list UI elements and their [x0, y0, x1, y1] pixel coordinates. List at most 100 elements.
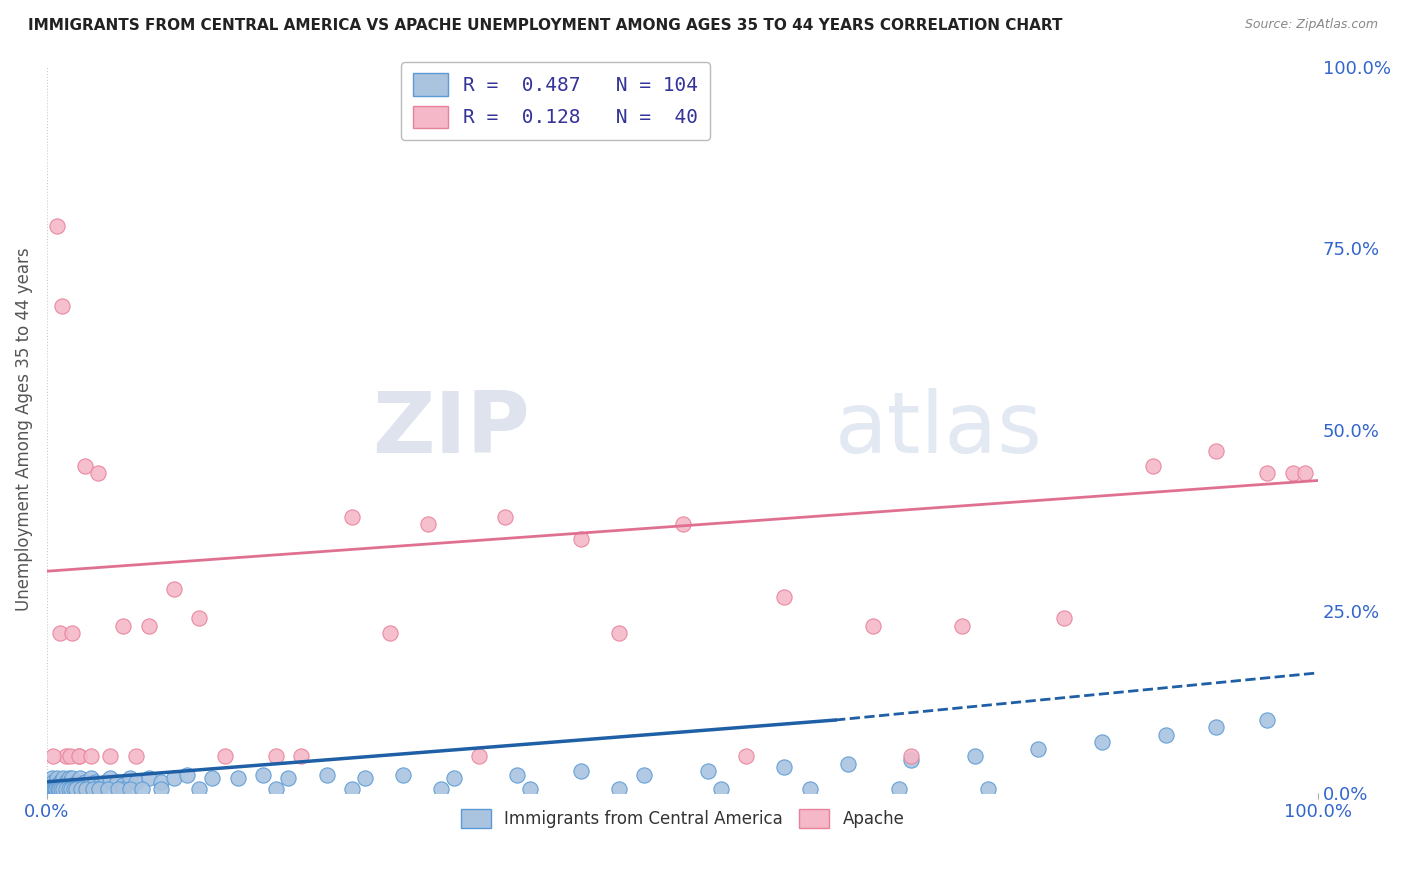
Point: [60, 778, 83, 792]
Point: [900, 753, 922, 767]
Point: [569, 532, 592, 546]
Point: [80, 749, 103, 764]
Point: [125, 749, 148, 764]
Point: [73, 458, 96, 473]
Point: [82, 782, 104, 797]
Point: [39, 782, 62, 797]
Point: [87, 466, 110, 480]
Point: [60, 626, 83, 640]
Point: [1154, 728, 1177, 742]
Point: [773, 590, 796, 604]
Point: [188, 611, 211, 625]
Point: [45, 782, 67, 797]
Point: [697, 764, 720, 778]
Point: [105, 774, 128, 789]
Point: [60, 782, 83, 797]
Point: [1256, 713, 1278, 727]
Point: [49, 778, 72, 792]
Point: [118, 771, 141, 785]
Point: [887, 782, 910, 797]
Point: [1142, 458, 1164, 473]
Point: [1281, 466, 1303, 480]
Point: [519, 782, 541, 797]
Point: [430, 782, 453, 797]
Point: [100, 771, 122, 785]
Point: [45, 774, 67, 789]
Point: [56, 782, 79, 797]
Point: [963, 749, 986, 764]
Point: [1256, 466, 1278, 480]
Point: [59, 774, 82, 789]
Point: [443, 771, 465, 785]
Point: [39, 778, 62, 792]
Point: [49, 782, 72, 797]
Point: [100, 749, 122, 764]
Point: [506, 767, 529, 781]
Point: [89, 778, 111, 792]
Point: [60, 771, 83, 785]
Point: [607, 782, 630, 797]
Point: [112, 782, 135, 797]
Point: [84, 774, 107, 789]
Point: [59, 749, 82, 764]
Point: [66, 774, 89, 789]
Point: [55, 774, 77, 789]
Point: [67, 749, 90, 764]
Point: [73, 774, 96, 789]
Point: [38, 782, 60, 797]
Point: [67, 782, 90, 797]
Point: [55, 749, 77, 764]
Point: [163, 771, 186, 785]
Point: [633, 767, 655, 781]
Point: [48, 782, 70, 797]
Y-axis label: Unemployment Among Ages 35 to 44 years: Unemployment Among Ages 35 to 44 years: [15, 248, 32, 611]
Point: [51, 782, 73, 797]
Point: [42, 782, 65, 797]
Point: [418, 516, 440, 531]
Point: [87, 782, 110, 797]
Point: [72, 778, 94, 792]
Point: [773, 760, 796, 774]
Point: [52, 771, 75, 785]
Point: [138, 771, 160, 785]
Point: [58, 771, 80, 785]
Point: [1205, 720, 1227, 734]
Text: atlas: atlas: [835, 388, 1043, 471]
Point: [468, 749, 491, 764]
Point: [46, 782, 69, 797]
Point: [837, 756, 859, 771]
Point: [252, 767, 274, 781]
Point: [607, 626, 630, 640]
Point: [900, 749, 922, 764]
Point: [150, 782, 173, 797]
Point: [125, 774, 148, 789]
Point: [52, 782, 75, 797]
Point: [42, 749, 65, 764]
Point: [94, 774, 117, 789]
Legend: Immigrants from Central America, Apache: Immigrants from Central America, Apache: [454, 803, 911, 835]
Point: [112, 778, 135, 792]
Point: [353, 771, 375, 785]
Point: [569, 764, 592, 778]
Point: [75, 782, 97, 797]
Point: [112, 618, 135, 632]
Point: [315, 767, 337, 781]
Point: [671, 516, 693, 531]
Point: [67, 749, 90, 764]
Point: [41, 782, 63, 797]
Point: [46, 219, 69, 234]
Point: [1028, 742, 1050, 756]
Point: [494, 509, 516, 524]
Point: [87, 782, 110, 797]
Point: [42, 774, 65, 789]
Point: [51, 774, 73, 789]
Point: [45, 782, 67, 797]
Point: [46, 782, 69, 797]
Point: [799, 782, 821, 797]
Point: [55, 782, 77, 797]
Point: [340, 509, 363, 524]
Point: [378, 626, 401, 640]
Point: [950, 618, 973, 632]
Point: [264, 782, 287, 797]
Point: [53, 778, 76, 792]
